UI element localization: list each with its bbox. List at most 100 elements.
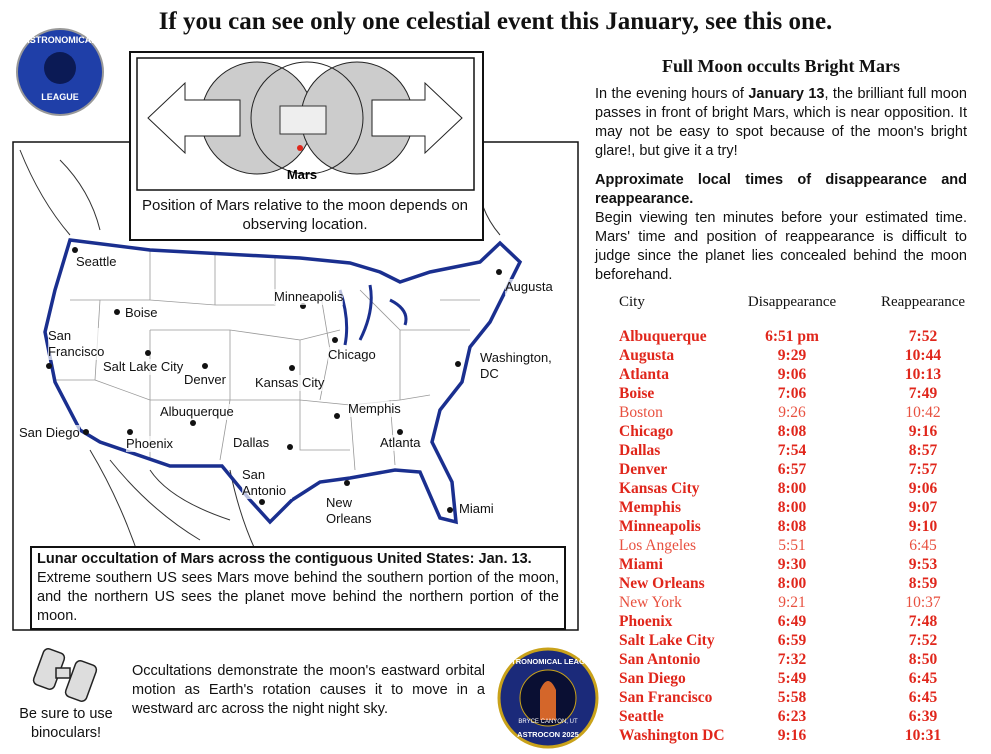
- column-header: Disappearance: [747, 294, 837, 310]
- cell-city: Memphis: [619, 499, 681, 516]
- cell-disappearance: 6:49: [777, 613, 807, 630]
- city-label: Salt Lake City: [103, 359, 184, 375]
- table-row: San Francisco 5:58 6:45: [619, 689, 969, 708]
- city-label: Atlanta: [380, 435, 421, 451]
- occultation-zone: [43, 238, 523, 525]
- table-row: Boston 9:26 10:42: [619, 404, 969, 423]
- cell-disappearance: 6:23: [777, 708, 807, 725]
- table-row: Kansas City 8:00 9:06: [619, 480, 969, 499]
- cell-city: Boise: [619, 385, 655, 402]
- table-row: San Antonio 7:32 8:50: [619, 651, 969, 670]
- intro-text: In the evening hours of: [595, 86, 749, 102]
- cell-city: San Diego: [619, 670, 686, 687]
- badge-bottom: ASTROCON 2025: [517, 730, 579, 739]
- table-row: Dallas 7:54 8:57: [619, 442, 969, 461]
- column-header: City: [619, 294, 645, 310]
- cell-reappearance: 7:57: [908, 461, 938, 478]
- cell-disappearance: 9:21: [778, 594, 806, 611]
- table-row: New York 9:21 10:37: [619, 594, 969, 613]
- table-row: Albuquerque 6:51 pm 7:52: [619, 328, 969, 347]
- city-label: Augusta: [505, 279, 553, 295]
- city-label: Memphis: [348, 401, 401, 417]
- cell-disappearance: 5:49: [777, 670, 807, 687]
- article: Full Moon occults Bright Mars In the eve…: [595, 56, 967, 285]
- cell-disappearance: 6:59: [777, 632, 807, 649]
- cell-reappearance: 6:45: [908, 689, 938, 706]
- logo-top: ASTRONOMICAL: [23, 35, 97, 45]
- inset-label: Mars: [287, 167, 317, 182]
- cell-reappearance: 6:45: [908, 670, 938, 687]
- cell-disappearance: 9:06: [777, 366, 807, 383]
- cell-city: Salt Lake City: [619, 632, 715, 649]
- cell-city: Augusta: [619, 347, 675, 364]
- intro-text: , the brilliant full moon passes in fron…: [595, 86, 967, 159]
- table-row: Salt Lake City 6:59 7:52: [619, 632, 969, 651]
- cell-disappearance: 9:16: [777, 727, 807, 744]
- cell-reappearance: 7:49: [908, 385, 938, 402]
- city-label: Denver: [184, 372, 226, 388]
- cell-reappearance: 8:50: [908, 651, 938, 668]
- logo-emblem: [44, 52, 76, 84]
- table-row: Seattle 6:23 6:39: [619, 708, 969, 727]
- intro-date: January 13: [748, 86, 825, 102]
- city-label: Albuquerque: [160, 404, 234, 420]
- cell-city: Kansas City: [619, 480, 700, 497]
- cell-disappearance: 6:51 pm: [765, 328, 819, 345]
- city-label: New Orleans: [326, 495, 376, 527]
- map-note-title: Lunar occultation of Mars across the con…: [37, 551, 532, 567]
- cell-reappearance: 9:07: [908, 499, 938, 516]
- cell-reappearance: 10:31: [904, 727, 942, 744]
- cell-disappearance: 9:26: [778, 404, 806, 421]
- cell-city: Los Angeles: [619, 537, 697, 554]
- cell-reappearance: 9:53: [908, 556, 938, 573]
- cell-disappearance: 6:57: [777, 461, 807, 478]
- table-row: Boise 7:06 7:49: [619, 385, 969, 404]
- cell-reappearance: 9:16: [908, 423, 938, 440]
- cell-city: New York: [619, 594, 682, 611]
- cell-disappearance: 8:00: [777, 499, 807, 516]
- city-label: Kansas City: [255, 375, 325, 391]
- moon-diagram: [147, 61, 463, 175]
- page-title: If you can see only one celestial event …: [158, 8, 833, 35]
- cell-city: Phoenix: [619, 613, 673, 630]
- city-label: Boise: [125, 305, 158, 321]
- column-header: Reappearance: [880, 294, 966, 310]
- cell-reappearance: 9:06: [908, 480, 938, 497]
- cell-disappearance: 7:06: [777, 385, 807, 402]
- cell-city: Minneapolis: [619, 518, 701, 535]
- cell-city: Denver: [619, 461, 668, 478]
- table-row: Memphis 8:00 9:07: [619, 499, 969, 518]
- cell-reappearance: 7:48: [908, 613, 938, 630]
- article-text: Begin viewing ten minutes before your es…: [595, 210, 967, 283]
- city-label: Chicago: [328, 347, 376, 363]
- cell-reappearance: 8:59: [908, 575, 938, 592]
- cell-reappearance: 10:37: [905, 594, 941, 611]
- table-row: New Orleans 8:00 8:59: [619, 575, 969, 594]
- cell-reappearance: 10:44: [904, 347, 942, 364]
- cell-disappearance: 8:08: [777, 423, 807, 440]
- cell-city: San Antonio: [619, 651, 701, 668]
- map-note: Lunar occultation of Mars across the con…: [30, 546, 566, 630]
- cell-city: Boston: [619, 404, 663, 421]
- table-row: Denver 6:57 7:57: [619, 461, 969, 480]
- cell-disappearance: 5:51: [778, 537, 806, 554]
- binoculars-icon: [32, 648, 98, 702]
- cell-reappearance: 6:45: [909, 537, 937, 554]
- article-subheading: Approximate local times of disappearance…: [595, 172, 967, 207]
- cell-city: San Francisco: [619, 689, 713, 706]
- article-heading: Full Moon occults Bright Mars: [662, 56, 900, 76]
- table-row: Phoenix 6:49 7:48: [619, 613, 969, 632]
- table-row: Atlanta 9:06 10:13: [619, 366, 969, 385]
- city-label: Phoenix: [126, 436, 173, 452]
- times-table: City Disappearance Reappearance Albuquerque…: [619, 294, 969, 746]
- badge-hoodoo: [540, 681, 556, 720]
- cell-reappearance: 8:57: [908, 442, 938, 459]
- cell-disappearance: 8:00: [777, 575, 807, 592]
- cell-city: Washington DC: [619, 727, 725, 744]
- cell-city: New Orleans: [619, 575, 705, 592]
- cell-city: Chicago: [619, 423, 674, 440]
- cell-reappearance: 9:10: [908, 518, 938, 535]
- table-header: City Disappearance Reappearance: [619, 294, 969, 328]
- cell-city: Dallas: [619, 442, 661, 459]
- cell-reappearance: 7:52: [908, 328, 938, 345]
